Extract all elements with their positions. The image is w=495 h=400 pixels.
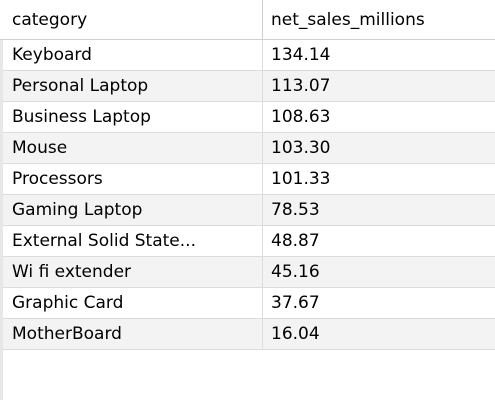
cell-category[interactable]: Gaming Laptop — [0, 195, 263, 226]
table-row[interactable]: Business Laptop 108.63 — [0, 102, 495, 133]
cell-net-sales-millions[interactable]: 134.14 — [271, 45, 331, 65]
cell-net-sales-millions[interactable]: 45.16 — [271, 262, 320, 282]
cell-net-sales-millions[interactable]: 48.87 — [271, 231, 320, 251]
table-row[interactable]: Graphic Card 37.67 — [0, 288, 495, 319]
table-row[interactable]: Wi fi extender 45.16 — [0, 257, 495, 288]
table-row[interactable]: External Solid State... 48.87 — [0, 226, 495, 257]
table-row[interactable]: Mouse 103.30 — [0, 133, 495, 164]
cell-net-sales-millions[interactable]: 78.53 — [271, 200, 320, 220]
table-row[interactable]: Keyboard 134.14 — [0, 40, 495, 71]
cell-category[interactable]: Mouse — [0, 133, 263, 164]
cell-category[interactable]: Business Laptop — [0, 102, 263, 133]
column-header-net-sales-millions[interactable]: net_sales_millions — [271, 10, 425, 30]
result-grid-header: category net_sales_millions — [0, 0, 495, 40]
table-row[interactable]: MotherBoard 16.04 — [0, 319, 495, 350]
table-row[interactable]: Personal Laptop 113.07 — [0, 71, 495, 102]
cell-category[interactable]: Graphic Card — [0, 288, 263, 319]
cell-category[interactable]: External Solid State... — [0, 226, 263, 257]
cell-net-sales-millions[interactable]: 108.63 — [271, 107, 331, 127]
cell-net-sales-millions[interactable]: 37.67 — [271, 293, 320, 313]
cell-category[interactable]: MotherBoard — [0, 319, 263, 350]
row-selector-gutter — [0, 40, 3, 400]
column-header-category[interactable]: category — [0, 0, 263, 40]
cell-net-sales-millions[interactable]: 113.07 — [271, 76, 331, 96]
cell-net-sales-millions[interactable]: 16.04 — [271, 324, 320, 344]
cell-category[interactable]: Wi fi extender — [0, 257, 263, 288]
table-row[interactable]: Gaming Laptop 78.53 — [0, 195, 495, 226]
cell-category[interactable]: Processors — [0, 164, 263, 195]
table-row[interactable]: Processors 101.33 — [0, 164, 495, 195]
cell-net-sales-millions[interactable]: 101.33 — [271, 169, 331, 189]
cell-category[interactable]: Keyboard — [0, 40, 263, 71]
cell-net-sales-millions[interactable]: 103.30 — [271, 138, 331, 158]
cell-category[interactable]: Personal Laptop — [0, 71, 263, 102]
